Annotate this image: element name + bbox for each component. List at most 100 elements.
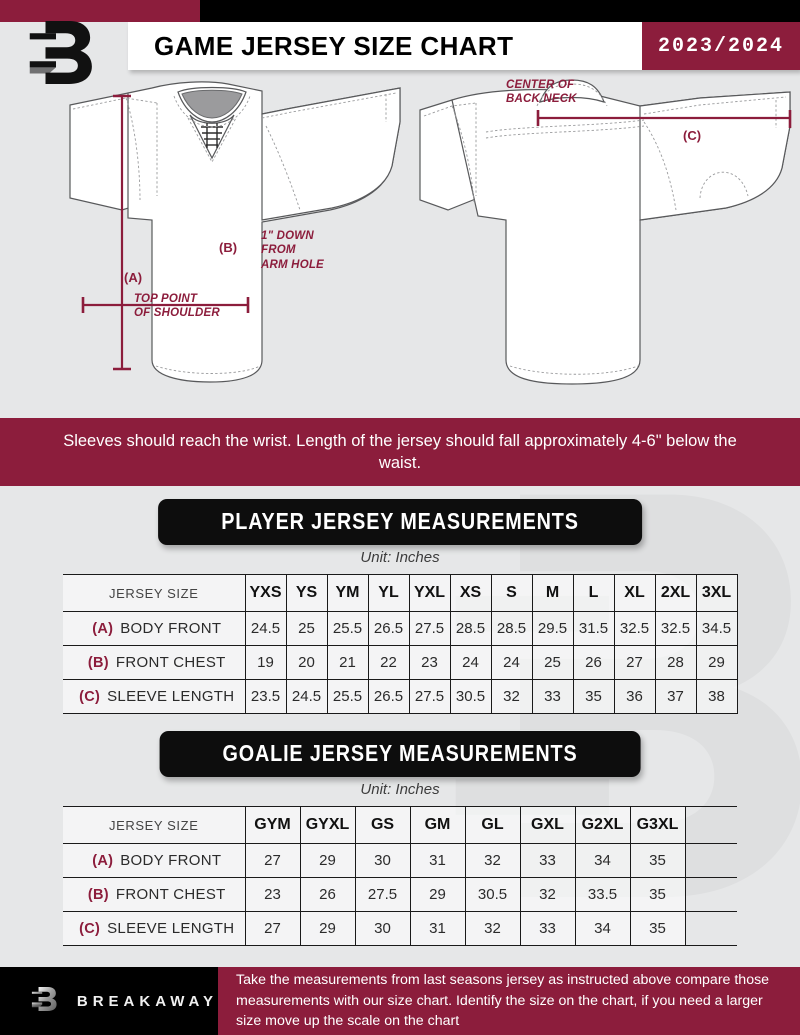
- dim-label-b: 1" DOWN FROM ARM HOLE: [261, 230, 324, 271]
- size-column-header: GYXL: [299, 806, 356, 844]
- measurement-tag: (A): [92, 621, 114, 637]
- measurement-cell: 21: [326, 645, 369, 680]
- measurement-cell: 35: [572, 679, 615, 714]
- size-column-header: XL: [613, 574, 656, 612]
- dim-tag-b: (B): [219, 240, 238, 255]
- measurement-cell: 27.5: [408, 611, 451, 646]
- measurement-cell: 24: [490, 645, 533, 680]
- measurement-cell: 19: [244, 645, 287, 680]
- measurement-cell: 26.5: [367, 611, 410, 646]
- size-column-header: GL: [464, 806, 521, 844]
- player-measurements-table: JERSEY SIZE YXS YS YM YL YXL XS S M L XL 2XL 3XL (A)…: [63, 574, 738, 714]
- measurement-tag: (A): [92, 853, 114, 869]
- measurement-cell: 26.5: [367, 679, 410, 714]
- lace-detail: [201, 123, 223, 148]
- measurement-cell: 29: [695, 645, 738, 680]
- measurement-cell: 28.5: [449, 611, 492, 646]
- measurement-cell: 25.5: [326, 611, 369, 646]
- goalie-measurements-table: JERSEY SIZE GYM GYXL GS GM GL GXL G2XL G3XL (A) B…: [63, 806, 737, 946]
- measurement-cell: 33.5: [574, 877, 631, 912]
- measurement-cell-empty: [684, 911, 737, 946]
- size-column-header: YS: [285, 574, 328, 612]
- season-badge: 2023/2024: [642, 22, 800, 70]
- header: GAME JERSEY SIZE CHART 2023/2024: [0, 21, 800, 84]
- goalie-table-wrap: JERSEY SIZE GYM GYXL GS GM GL GXL G2XL G3XL (A) B…: [63, 806, 737, 946]
- size-column-header: G3XL: [629, 806, 686, 844]
- measurement-cell: 23: [244, 877, 301, 912]
- measurement-tag: (B): [87, 887, 109, 903]
- size-column-header: GS: [354, 806, 411, 844]
- measurement-cell: 20: [285, 645, 328, 680]
- footer-brand: BREAKAWAY: [0, 967, 218, 1035]
- measurement-cell: 35: [629, 877, 686, 912]
- header-title-bar: GAME JERSEY SIZE CHART 2023/2024: [128, 22, 800, 70]
- measurement-tag: (B): [87, 655, 109, 671]
- table-row: (B) FRONT CHEST 23 26 27.5 29 30.5 32 33.5 35: [63, 877, 737, 912]
- table-row: (B) FRONT CHEST 19 20 21 22 23 24 24 25 26 27 28 29: [63, 645, 738, 680]
- measurement-cell: 32.5: [613, 611, 656, 646]
- size-column-header: 3XL: [695, 574, 738, 612]
- measurement-cell: 27: [244, 843, 301, 878]
- breakaway-b-logo-icon: [31, 986, 57, 1011]
- measurement-cell: 28: [654, 645, 697, 680]
- size-column-header: 2XL: [654, 574, 697, 612]
- measurement-cell: 27.5: [354, 877, 411, 912]
- measurement-tag: (C): [79, 921, 101, 937]
- size-column-header: YXS: [244, 574, 287, 612]
- measurement-cell: 37: [654, 679, 697, 714]
- measurement-row-label: (B) FRONT CHEST: [63, 645, 246, 680]
- measurement-cell: 26: [299, 877, 356, 912]
- size-column-header: XS: [449, 574, 492, 612]
- measurement-cell: 25: [285, 611, 328, 646]
- top-strip-black: [200, 0, 800, 22]
- goalie-section-pill: GOALIE JERSEY MEASUREMENTS: [159, 731, 641, 777]
- measurement-cell: 25: [531, 645, 574, 680]
- size-column-header: M: [531, 574, 574, 612]
- measurement-row-label: (C) SLEEVE LENGTH: [63, 679, 246, 714]
- front-jersey-drawing: [69, 81, 401, 383]
- measurement-cell: 24.5: [285, 679, 328, 714]
- measurement-cell: 32.5: [654, 611, 697, 646]
- measurement-cell: 29: [299, 911, 356, 946]
- measurement-cell: 34: [574, 843, 631, 878]
- measurement-cell: 31.5: [572, 611, 615, 646]
- goalie-section-title: GOALIE JERSEY MEASUREMENTS: [222, 740, 578, 766]
- measurement-cell: 29: [299, 843, 356, 878]
- measurement-cell: 32: [464, 843, 521, 878]
- dim-tag-c: (C): [683, 128, 702, 143]
- measurement-cell: 32: [519, 877, 576, 912]
- dim-tag-a: (A): [124, 270, 143, 285]
- measurement-row-label: (B) FRONT CHEST: [63, 877, 246, 912]
- jersey-diagram-svg: .oline { fill:#fff; stroke:#58595b; stro…: [69, 79, 792, 385]
- breakaway-b-logo-icon: [29, 21, 92, 84]
- dim-label-a: TOP POINT OF SHOULDER: [134, 293, 220, 320]
- footer: BREAKAWAY Take the measurements from las…: [0, 967, 800, 1035]
- table-header-row: JERSEY SIZE YXS YS YM YL YXL XS S M L XL 2XL 3XL: [63, 574, 738, 612]
- page-title: GAME JERSEY SIZE CHART: [128, 22, 642, 70]
- measurement-note-band: Sleeves should reach the wrist. Length o…: [0, 418, 800, 486]
- measurement-cell: 29.5: [531, 611, 574, 646]
- player-table-head: JERSEY SIZE YXS YS YM YL YXL XS S M L XL 2XL 3XL: [63, 574, 738, 612]
- footer-instructions: Take the measurements from last seasons …: [218, 967, 800, 1035]
- back-dimension-line: [536, 110, 792, 128]
- measurement-cell: 33: [519, 911, 576, 946]
- measurement-cell: 35: [629, 843, 686, 878]
- size-column-header: YXL: [408, 574, 451, 612]
- player-table-body: (A) BODY FRONT 24.5 25 25.5 26.5 27.5 28.5 28.5 2…: [63, 611, 738, 714]
- measurement-cell: 27: [244, 911, 301, 946]
- table-header-row: JERSEY SIZE GYM GYXL GS GM GL GXL G2XL G3XL: [63, 806, 737, 844]
- measurement-cell: 29: [409, 877, 466, 912]
- measurement-cell: 24.5: [244, 611, 287, 646]
- table-row-header-label: JERSEY SIZE: [63, 806, 246, 844]
- player-table-wrap: JERSEY SIZE YXS YS YM YL YXL XS S M L XL 2XL 3XL (A)…: [63, 574, 738, 714]
- goalie-unit-label: Unit: Inches: [360, 781, 440, 798]
- measurement-cell: 30.5: [449, 679, 492, 714]
- measurement-cell: 32: [464, 911, 521, 946]
- measurement-cell-empty: [684, 877, 737, 912]
- size-column-header: GXL: [519, 806, 576, 844]
- size-column-header: YM: [326, 574, 369, 612]
- measurement-cell: 25.5: [326, 679, 369, 714]
- measurement-cell: 23: [408, 645, 451, 680]
- measurement-cell: 28.5: [490, 611, 533, 646]
